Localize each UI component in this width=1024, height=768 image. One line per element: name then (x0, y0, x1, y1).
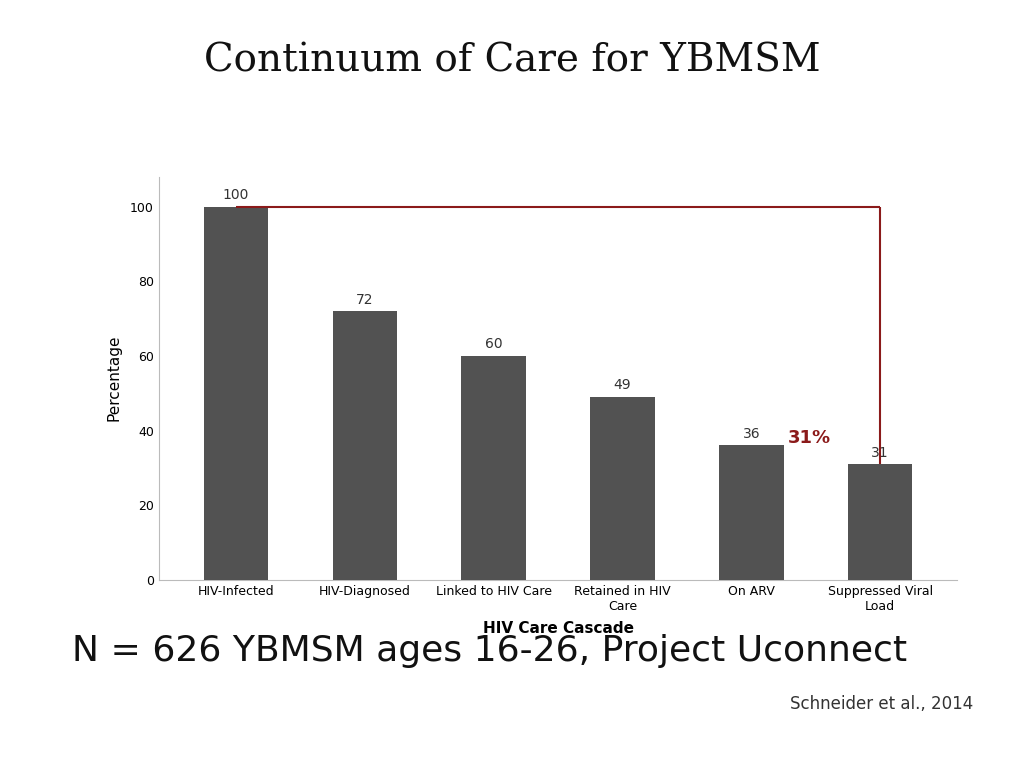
Bar (590, 397, 654, 580)
Text: N = 626 YBMSM ages 16-26, Project Uconnect: N = 626 YBMSM ages 16-26, Project Uconne… (72, 634, 907, 667)
Text: 36: 36 (742, 427, 760, 441)
Text: 49: 49 (613, 379, 632, 392)
Text: Continuum of Care for YBMSM: Continuum of Care for YBMSM (204, 42, 820, 79)
X-axis label: HIV Care Cascade: HIV Care Cascade (482, 621, 634, 636)
Y-axis label: Percentage: Percentage (106, 335, 122, 422)
Text: 72: 72 (356, 293, 374, 306)
Text: 31: 31 (871, 445, 889, 459)
Bar (204, 207, 268, 580)
Text: Schneider et al., 2014: Schneider et al., 2014 (790, 695, 973, 713)
Bar (333, 311, 397, 580)
Bar (462, 356, 526, 580)
Bar (848, 464, 912, 580)
Text: 100: 100 (223, 188, 249, 202)
Text: 31%: 31% (787, 429, 830, 447)
Text: 60: 60 (484, 337, 503, 352)
Bar (719, 445, 783, 580)
